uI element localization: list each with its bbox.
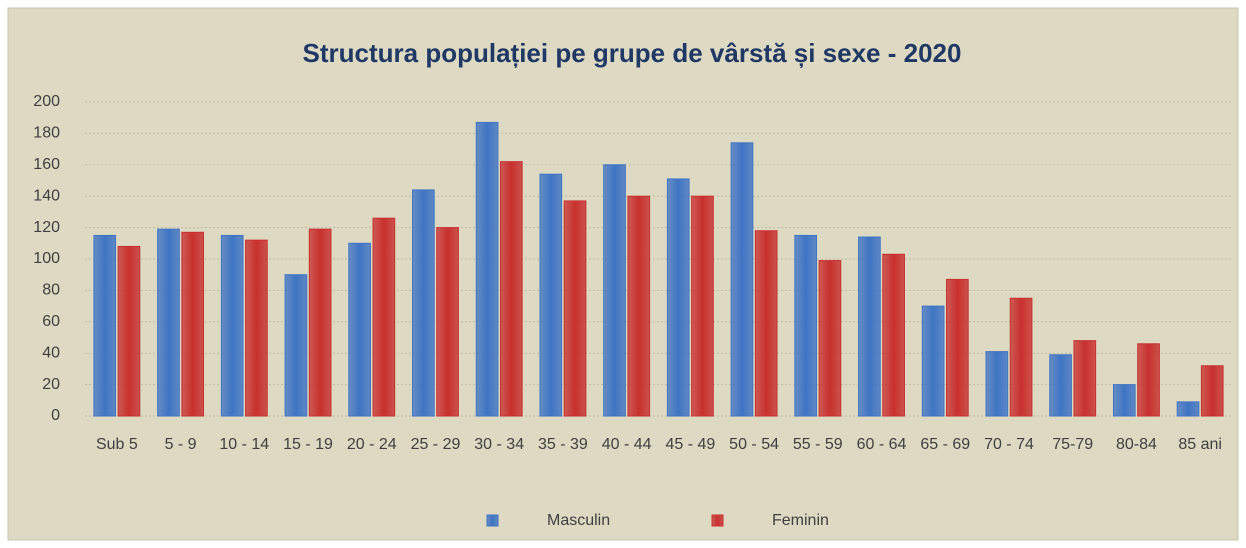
y-tick-label: 160: [33, 156, 60, 173]
y-tick-label: 200: [33, 93, 60, 110]
bar: [93, 234, 117, 417]
x-tick-label: 20 - 24: [347, 436, 397, 453]
bar: [157, 228, 180, 417]
bar: [730, 142, 754, 417]
bar: [436, 227, 459, 417]
bar: [882, 253, 905, 417]
x-tick-label: 50 - 54: [729, 436, 779, 453]
x-tick-label: 30 - 34: [474, 436, 524, 453]
x-tick-label: 25 - 29: [411, 436, 461, 453]
x-tick-label: 45 - 49: [665, 436, 715, 453]
bar: [1137, 343, 1160, 417]
bar: [563, 200, 587, 417]
x-tick-label: 70 - 74: [984, 436, 1034, 453]
x-tick-label: Sub 5: [96, 436, 138, 453]
bar: [539, 173, 563, 417]
bar: [1009, 297, 1033, 417]
bar: [794, 234, 818, 417]
x-tick-label: 40 - 44: [602, 436, 652, 453]
bar: [603, 164, 626, 417]
legend-marker: [486, 514, 499, 527]
y-tick-label: 120: [33, 219, 60, 236]
bar: [412, 189, 435, 417]
y-tick-label: 80: [42, 282, 60, 299]
bar: [308, 228, 332, 417]
x-tick-label: 55 - 59: [793, 436, 843, 453]
x-tick-label: 65 - 69: [920, 436, 970, 453]
bar: [985, 351, 1009, 417]
bar: [818, 260, 842, 417]
y-tick-label: 20: [42, 376, 60, 393]
bar: [858, 236, 881, 417]
x-tick-label: 35 - 39: [538, 436, 588, 453]
bar: [1176, 401, 1200, 417]
x-tick-label: 15 - 19: [283, 436, 333, 453]
bar: [921, 305, 945, 417]
bar: [1112, 384, 1136, 417]
bar: [181, 231, 205, 417]
bar: [1073, 340, 1097, 417]
y-tick-label: 140: [33, 187, 60, 204]
bar: [754, 230, 778, 417]
bar: [627, 195, 651, 417]
chart-title: Structura populației pe grupe de vârstă …: [303, 38, 962, 68]
x-tick-label: 5 - 9: [165, 436, 197, 453]
bar: [666, 178, 690, 417]
legend-label: Masculin: [547, 512, 610, 529]
bar: [284, 274, 308, 417]
y-tick-label: 0: [51, 407, 60, 424]
x-tick-label: 85 ani: [1178, 436, 1222, 453]
bar: [475, 121, 499, 417]
bar: [691, 195, 714, 417]
bar: [946, 278, 969, 417]
legend-marker: [711, 514, 724, 527]
x-tick-label: 60 - 64: [857, 436, 907, 453]
bar: [1200, 365, 1224, 417]
y-tick-label: 100: [33, 250, 60, 267]
y-tick-label: 60: [42, 313, 60, 330]
legend-label: Feminin: [772, 512, 829, 529]
bar: [372, 217, 396, 417]
x-tick-label: 80-84: [1116, 436, 1157, 453]
y-tick-label: 180: [33, 125, 60, 142]
bar: [245, 239, 268, 417]
bar: [220, 234, 244, 417]
bar: [499, 161, 523, 417]
x-tick-label: 10 - 14: [219, 436, 269, 453]
bar: [117, 245, 141, 417]
bar: [348, 242, 371, 417]
x-tick-label: 75-79: [1052, 436, 1093, 453]
bar: [1049, 354, 1072, 417]
y-tick-label: 40: [42, 344, 60, 361]
